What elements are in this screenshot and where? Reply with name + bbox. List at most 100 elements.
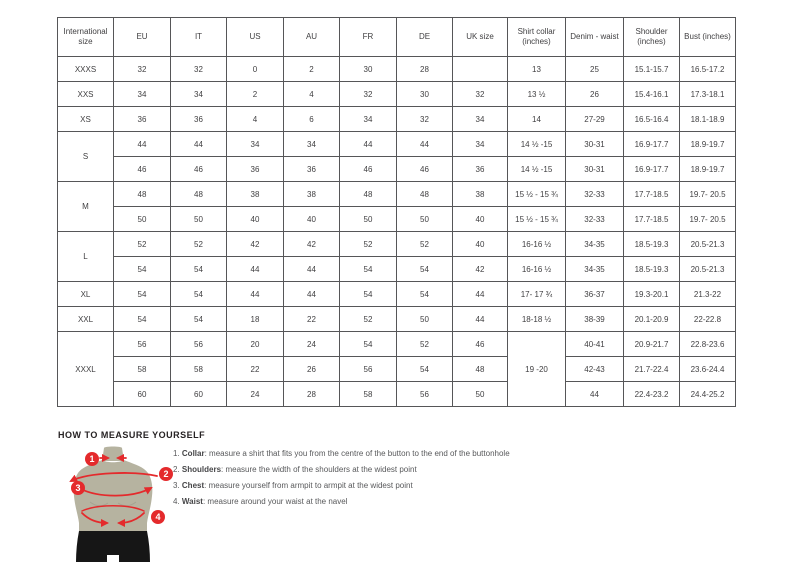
value-cell: 50 (170, 206, 227, 232)
value-cell: 6 (283, 106, 340, 132)
value-cell: 40 (226, 206, 284, 232)
value-cell: 16.9-17.7 (623, 131, 680, 157)
value-cell: 50 (396, 206, 453, 232)
column-header: Denim - waist (565, 17, 624, 57)
size-row: XXXS 32 32 0 2 30 28 13 25 15.1-15.7 16.5-17.2 (57, 56, 736, 82)
column-header: DE (396, 17, 453, 57)
value-cell: 36 (113, 106, 171, 132)
value-cell: 46 (339, 156, 397, 182)
step-text: : measure around your waist at the navel (202, 497, 348, 506)
value-cell: 32 (396, 106, 453, 132)
value-cell: 58 (113, 356, 171, 382)
value-cell: 18.5-19.3 (623, 256, 680, 282)
value-cell: 52 (113, 231, 171, 257)
value-cell: 54 (170, 281, 227, 307)
badge-2-number: 2 (163, 469, 168, 479)
value-cell: 18.1-18.9 (679, 106, 736, 132)
value-cell: 44 (396, 131, 453, 157)
size-label-cell: XL (57, 281, 114, 307)
value-cell: 60 (170, 381, 227, 407)
value-cell: 54 (113, 306, 171, 332)
value-cell: 34-35 (565, 231, 624, 257)
value-cell: 27-29 (565, 106, 624, 132)
value-cell: 50 (396, 306, 453, 332)
value-cell: 54 (113, 281, 171, 307)
size-subrow: 50 50 40 40 50 50 40 15 ½ - 15 ¾ 32-33 17.7-18.5 1… (58, 206, 736, 232)
value-cell: 20.5-21.3 (679, 256, 736, 282)
size-label-cell: XXXL (57, 331, 114, 407)
value-cell: 36 (226, 156, 284, 182)
size-row: XXL 54 54 18 22 52 50 44 18-18 ½ 38-39 20.1-20.9 22… (57, 306, 736, 332)
size-label-cell: XXS (57, 81, 114, 107)
size-label-cell: S (57, 131, 114, 182)
size-label-cell: XXXS (57, 56, 114, 82)
column-header: FR (339, 17, 397, 57)
value-cell: 32 (452, 81, 508, 107)
table-header-row: International size EU IT US AU FR DE UK size Shi… (57, 17, 736, 57)
value-cell: 16.5-17.2 (679, 56, 736, 82)
step-text: : measure a shirt that fits you from the… (204, 449, 510, 458)
measure-step-3: 3. Chest: measure yourself from armpit t… (173, 478, 593, 494)
value-cell: 20.9-21.7 (623, 331, 680, 357)
value-cell: 19.7- 20.5 (679, 181, 736, 207)
value-cell: 36 (452, 156, 508, 182)
value-cell: 20.5-21.3 (679, 231, 736, 257)
table-body: XXXS 32 32 0 2 30 28 13 25 15.1-15.7 16.5-17.2 XXS 3… (57, 56, 736, 407)
value-cell: 52 (339, 231, 397, 257)
step-text: : measure the width of the shoulders at … (221, 465, 417, 474)
step-label: Chest (181, 481, 205, 490)
value-cell: 32 (339, 81, 397, 107)
value-cell: 28 (396, 56, 453, 82)
column-header: US (226, 17, 284, 57)
value-cell: 25 (565, 56, 624, 82)
measure-step-2: 2. Shoulders: measure the width of the s… (173, 462, 593, 478)
value-cell: 42-43 (565, 356, 624, 382)
size-subrow: 60 60 24 28 58 56 50 44 22.4-23.2 24.4-25.2 (58, 381, 736, 407)
value-cell: 15 ½ - 15 ¾ (507, 206, 566, 232)
value-cell: 4 (226, 106, 284, 132)
value-cell: 14 (507, 106, 566, 132)
value-cell: 23.6-24.4 (679, 356, 736, 382)
value-cell: 52 (170, 231, 227, 257)
size-row: XL 54 54 44 44 54 54 44 17- 17 ¾ 36-37 19.3-20.1 21… (57, 281, 736, 307)
value-cell: 32 (170, 56, 227, 82)
value-cell: 60 (113, 381, 171, 407)
value-cell: 34 (170, 81, 227, 107)
value-cell: 30-31 (565, 131, 624, 157)
value-cell: 4 (283, 81, 340, 107)
value-cell: 42 (226, 231, 284, 257)
value-cell: 54 (170, 256, 227, 282)
column-header: AU (283, 17, 340, 57)
value-cell: 50 (113, 206, 171, 232)
value-cell: 0 (226, 56, 284, 82)
value-cell: 46 (113, 156, 171, 182)
value-cell: 44 (226, 281, 284, 307)
column-header: Shirt collar (inches) (507, 17, 566, 57)
measure-steps: 1. Collar: measure a shirt that fits you… (173, 446, 593, 510)
value-cell: 54 (339, 331, 397, 357)
value-cell: 44 (565, 381, 624, 407)
value-cell: 38-39 (565, 306, 624, 332)
mannequin-figure: 1 2 3 4 (69, 446, 173, 562)
value-cell: 50 (452, 381, 508, 407)
value-cell: 22 (283, 306, 340, 332)
value-cell: 40 (452, 231, 508, 257)
value-cell: 54 (396, 256, 453, 282)
value-cell: 36 (283, 156, 340, 182)
value-cell: 19.3-20.1 (623, 281, 680, 307)
value-cell: 26 (283, 356, 340, 382)
size-row: XS 36 36 4 6 34 32 34 14 27-29 16.5-16.4 18.1-18.9 (57, 106, 736, 132)
value-cell: 54 (113, 256, 171, 282)
value-cell: 16-16 ½ (507, 256, 566, 282)
measure-step-1: 1. Collar: measure a shirt that fits you… (173, 446, 593, 462)
value-cell: 17- 17 ¾ (507, 281, 566, 307)
value-cell: 15.4-16.1 (623, 81, 680, 107)
value-cell: 44 (283, 256, 340, 282)
value-cell: 40 (283, 206, 340, 232)
value-cell: 54 (339, 256, 397, 282)
value-cell: 52 (396, 331, 453, 357)
value-cell: 18.5-19.3 (623, 231, 680, 257)
step-number: 4. (173, 497, 182, 506)
value-cell: 56 (396, 381, 453, 407)
value-cell: 38 (226, 181, 284, 207)
